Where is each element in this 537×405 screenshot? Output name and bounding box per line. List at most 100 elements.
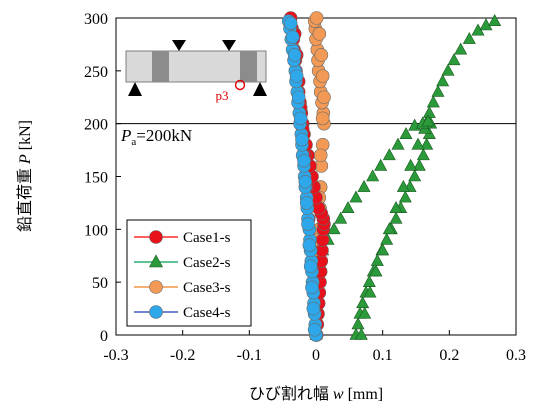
data-point	[285, 30, 300, 44]
data-point	[363, 285, 377, 298]
data-point	[416, 148, 430, 161]
data-point	[462, 32, 476, 44]
data-point	[301, 217, 315, 231]
data-point	[358, 306, 372, 319]
data-point	[431, 84, 445, 97]
data-point	[305, 280, 319, 295]
data-point	[488, 14, 502, 26]
legend-label: Case3-s	[183, 280, 231, 296]
data-point	[354, 327, 368, 340]
data-point	[283, 16, 298, 31]
data-point	[357, 179, 371, 192]
data-point	[315, 111, 330, 126]
data-point	[312, 27, 327, 41]
data-point	[441, 63, 455, 76]
data-point	[287, 48, 302, 62]
data-point	[317, 90, 331, 105]
data-point	[349, 190, 363, 203]
legend: Case1-s Case2-s Case3-s Case4-s	[126, 219, 252, 327]
legend-marker	[149, 280, 163, 294]
data-point	[391, 137, 405, 150]
data-point	[376, 243, 390, 256]
series-layer	[281, 11, 502, 342]
data-point	[293, 111, 308, 126]
x-tick-label: 0.3	[506, 347, 526, 364]
load-point-right-icon	[222, 40, 236, 51]
y-tick-label: 250	[84, 64, 108, 81]
data-point	[389, 211, 403, 224]
data-point	[436, 74, 450, 87]
data-point	[341, 201, 355, 213]
y-tick-label: 100	[84, 222, 108, 239]
series-Case4-s	[281, 14, 323, 342]
data-point	[479, 18, 493, 31]
x-axis-ticks: -0.3 -0.2 -0.1 0 0.1 0.2 0.3	[103, 330, 526, 364]
data-point	[454, 42, 468, 55]
data-point	[298, 174, 313, 189]
support-right-icon	[253, 82, 267, 96]
data-point	[382, 222, 396, 235]
gauge-p3-label: p3	[216, 88, 229, 103]
data-point	[366, 169, 380, 182]
data-point	[412, 158, 426, 171]
data-point	[398, 190, 412, 203]
x-tick-label: 0.1	[373, 347, 393, 364]
data-point	[351, 317, 365, 330]
data-point	[396, 179, 410, 192]
data-point	[309, 11, 324, 25]
legend-marker	[148, 254, 164, 268]
data-point	[306, 301, 321, 316]
data-point	[307, 322, 322, 337]
load-point-left-icon	[172, 40, 186, 51]
data-point	[411, 137, 425, 150]
x-tick-label: 0.2	[439, 347, 459, 364]
legend-entry: Case3-s	[134, 280, 231, 296]
data-point	[356, 296, 370, 309]
data-point	[303, 259, 318, 274]
data-point	[447, 53, 461, 66]
data-point	[374, 158, 388, 171]
data-point	[408, 169, 422, 182]
legend-entry: Case2-s	[134, 254, 231, 271]
data-point	[404, 158, 418, 171]
data-point	[334, 211, 348, 224]
data-point	[327, 222, 341, 235]
y-axis-ticks: 0 50 100 150 200 250 300	[84, 11, 121, 345]
data-point	[291, 90, 306, 105]
beam-left-block	[152, 51, 169, 82]
data-point	[399, 127, 413, 140]
legend-marker	[149, 305, 163, 319]
x-tick-label: -0.3	[103, 347, 128, 364]
support-left-icon	[128, 82, 142, 96]
data-point	[420, 137, 434, 150]
data-point	[289, 69, 304, 83]
y-tick-label: 0	[100, 328, 108, 345]
gauge-p3-icon	[234, 79, 246, 91]
legend-entry: Case1-s	[134, 230, 231, 246]
x-axis-label: ひび割れ幅 w [mm]	[249, 385, 383, 403]
x-tick-label: -0.1	[237, 347, 262, 364]
legend-marker	[149, 230, 163, 244]
y-tick-label: 150	[84, 170, 108, 187]
series-Case2-s	[309, 14, 502, 340]
data-point	[302, 238, 317, 252]
data-point	[370, 253, 384, 266]
y-tick-label: 200	[84, 117, 108, 134]
legend-label: Case4-s	[183, 305, 231, 321]
data-point	[299, 196, 314, 210]
data-point	[369, 264, 383, 277]
data-point	[315, 69, 330, 83]
legend-label: Case2-s	[183, 255, 231, 271]
legend-entry: Case4-s	[134, 305, 231, 321]
data-point	[389, 201, 403, 213]
data-point	[382, 148, 396, 161]
data-point	[422, 105, 436, 118]
data-point	[314, 48, 329, 62]
data-point	[297, 153, 311, 168]
data-point	[313, 148, 328, 163]
legend-box	[126, 219, 252, 327]
beam-diagram: p3	[125, 40, 267, 103]
data-point	[426, 95, 440, 108]
